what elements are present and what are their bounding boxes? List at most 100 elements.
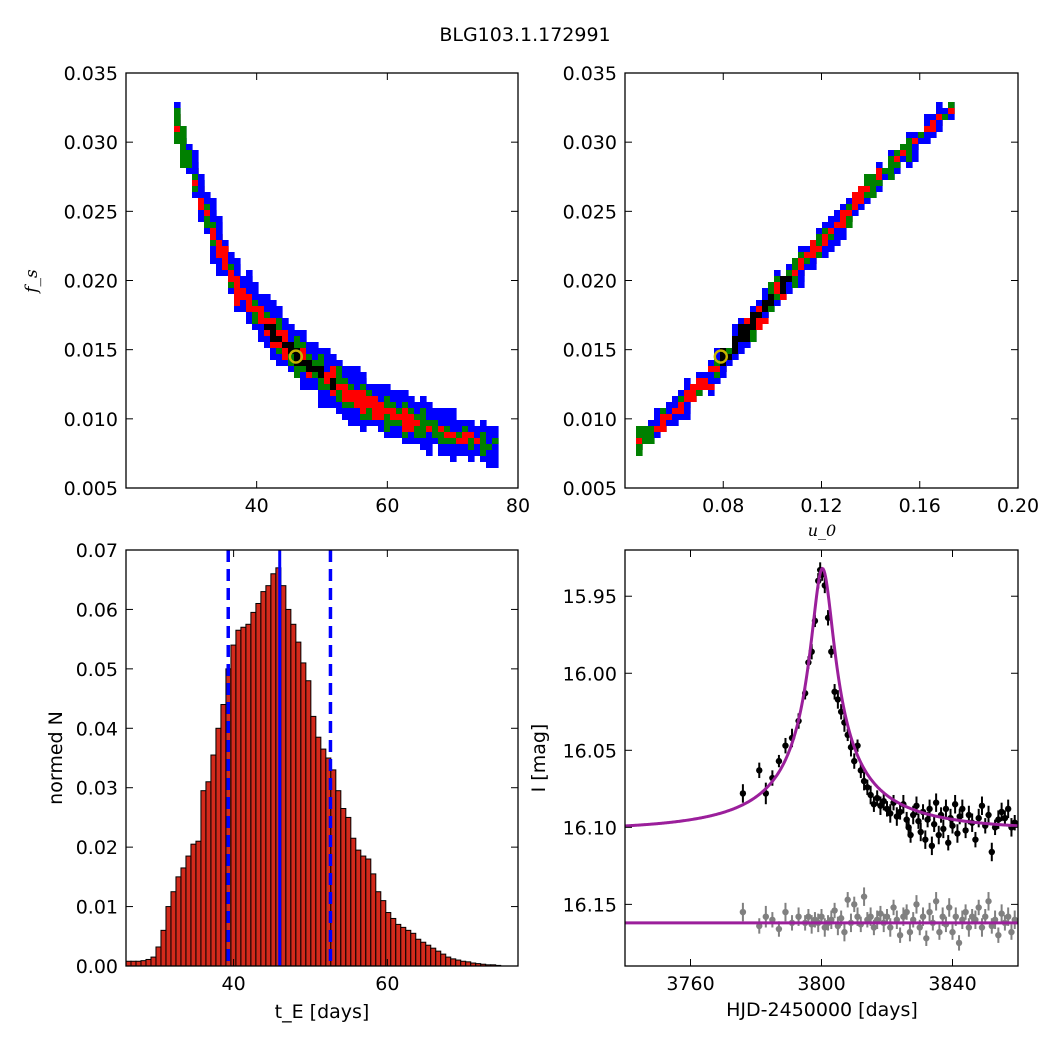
data-point xyxy=(851,757,858,765)
br-xtick-label: 3800 xyxy=(797,973,845,995)
tr-cell xyxy=(768,294,775,306)
tr-xtick-label: 0.20 xyxy=(997,495,1039,517)
br-ytick-label: 16.15 xyxy=(563,894,617,916)
tl-cell xyxy=(174,126,181,132)
data-point xyxy=(930,821,938,828)
histogram-bar xyxy=(170,891,177,967)
residual-point xyxy=(896,931,904,939)
data-point xyxy=(887,810,894,817)
histogram-bar xyxy=(445,956,452,967)
residual-point xyxy=(841,928,848,936)
data-point xyxy=(975,814,982,822)
tl-cell xyxy=(282,342,289,348)
data-point xyxy=(988,848,995,856)
tl-cell xyxy=(216,240,223,258)
bl-ylabel: normed N xyxy=(45,711,67,805)
tl-cell xyxy=(306,360,313,372)
histogram-bar xyxy=(410,932,417,967)
tl-cell xyxy=(366,396,373,408)
tr-cell xyxy=(690,384,697,402)
panel-lightcurve: 3760 3800 3840 15.95 16.00 16.05 16.10 16.15 HJ… xyxy=(528,549,1019,1021)
tl-ylabel: f_s xyxy=(22,269,42,295)
data-point xyxy=(907,831,914,839)
histogram-bar xyxy=(430,947,437,967)
bl-frame xyxy=(125,549,519,967)
tl-cell xyxy=(348,390,355,402)
tl-ytick-label: 0.030 xyxy=(64,132,118,154)
data-point xyxy=(896,808,904,816)
data-point xyxy=(940,825,947,833)
tl-cell xyxy=(468,432,475,450)
tl-cell xyxy=(300,348,307,366)
tr-cell xyxy=(720,348,727,366)
residual-point xyxy=(978,924,986,931)
histogram-bar xyxy=(310,715,317,967)
tl-cell xyxy=(192,180,199,186)
residual-point xyxy=(939,913,946,920)
tr-cell xyxy=(786,276,793,282)
histogram-bar xyxy=(440,953,447,967)
tl-cell xyxy=(450,432,457,438)
histogram-bar xyxy=(270,573,277,967)
data-point xyxy=(959,805,966,813)
histogram-bar xyxy=(370,873,377,967)
residual-point xyxy=(883,913,891,920)
tr-cell xyxy=(762,300,769,312)
residual-point xyxy=(854,913,861,920)
tl-cell xyxy=(378,402,385,420)
tl-xtick-label: 80 xyxy=(506,495,530,517)
data-point xyxy=(928,842,936,850)
tl-cell xyxy=(354,390,361,408)
histogram-bar xyxy=(220,704,227,967)
tr-ytick-label: 0.030 xyxy=(563,132,617,154)
panel-fs-vs-u0: 0.08 0.12 0.16 0.20 0.005 0.010 0.015 0.020 0.02… xyxy=(563,63,1040,540)
tl-cell xyxy=(342,384,349,402)
histogram-bar xyxy=(210,754,217,967)
tl-cell xyxy=(324,372,331,384)
residual-point xyxy=(739,908,747,916)
tl-frame xyxy=(125,72,519,489)
tr-cell xyxy=(750,312,757,330)
histogram-bar xyxy=(245,623,252,967)
tr-cell xyxy=(714,366,721,372)
residual-point xyxy=(906,928,914,936)
residual-point xyxy=(887,924,894,931)
residual-point xyxy=(860,893,868,900)
tr-cell xyxy=(642,426,649,444)
tr-cell xyxy=(756,312,763,318)
data-point xyxy=(880,797,887,805)
tl-cell xyxy=(474,438,481,444)
residual-point xyxy=(837,915,845,922)
residual-point xyxy=(775,925,783,933)
residual-point xyxy=(985,898,992,905)
br-ylabel: I [mag] xyxy=(528,724,550,793)
tl-xtick-label: 40 xyxy=(245,495,269,517)
tr-cell xyxy=(948,108,955,114)
tl-cell xyxy=(444,432,451,438)
residual-point xyxy=(965,924,973,931)
histogram-bar xyxy=(230,644,237,967)
tr-cell xyxy=(696,378,703,390)
tl-cell xyxy=(222,246,229,270)
tr-cell xyxy=(708,366,715,372)
bl-axes: 40 60 0.00 0.01 0.02 0.03 0.04 0.05 0.06 0.07 xyxy=(76,540,519,995)
residual-point xyxy=(821,924,828,931)
tr-cell xyxy=(708,366,715,384)
tr-xtick-label: 0.08 xyxy=(702,495,744,517)
histogram-bar xyxy=(355,849,362,967)
histogram-bar xyxy=(340,808,347,967)
histogram-bar xyxy=(405,929,412,967)
tl-cell xyxy=(384,408,391,414)
data-point xyxy=(831,688,838,695)
tl-cell xyxy=(492,426,499,468)
tr-cell xyxy=(804,252,811,258)
tl-cell xyxy=(246,294,253,312)
data-point xyxy=(1004,805,1012,813)
residual-point xyxy=(952,913,959,920)
tl-cell xyxy=(276,336,283,342)
residual-point xyxy=(1008,928,1015,936)
tr-xlabel: u_0 xyxy=(808,521,836,540)
histogram-bar xyxy=(285,608,292,967)
tr-cell xyxy=(666,414,673,420)
residual-point xyxy=(936,928,943,936)
